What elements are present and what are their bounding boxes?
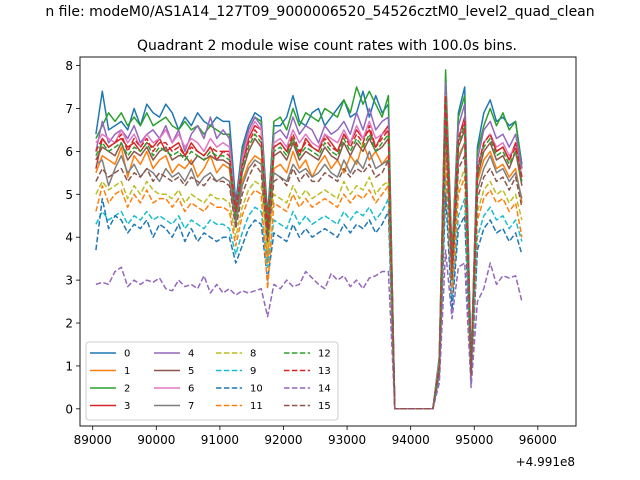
legend-label-11: 11 (250, 401, 263, 412)
x-tick-label: 90000 (137, 433, 175, 447)
series-line-15 (95, 129, 523, 410)
legend-label-3: 3 (124, 401, 130, 412)
series-line-8 (95, 146, 523, 410)
legend-label-2: 2 (124, 384, 130, 395)
x-tick-label: 93000 (328, 433, 366, 447)
legend-label-14: 14 (318, 384, 331, 395)
chart-title: Quadrant 2 module wise count rates with … (137, 38, 517, 54)
legend-label-13: 13 (318, 366, 331, 377)
y-tick-label: 8 (65, 59, 73, 73)
x-tick-label: 91000 (201, 433, 239, 447)
y-tick-label: 3 (65, 274, 73, 288)
legend-label-1: 1 (124, 366, 130, 377)
legend-label-9: 9 (250, 366, 256, 377)
y-tick-label: 7 (65, 102, 73, 116)
legend-label-5: 5 (188, 366, 194, 377)
legend-label-8: 8 (250, 349, 256, 360)
legend-label-10: 10 (250, 384, 263, 395)
legend-label-15: 15 (318, 401, 331, 412)
legend-box (85, 341, 339, 421)
legend-label-12: 12 (318, 349, 331, 360)
x-tick-label: 96000 (519, 433, 557, 447)
series-line-10 (95, 193, 523, 410)
y-tick-label: 5 (65, 188, 73, 202)
series-layer (95, 69, 523, 410)
legend-label-4: 4 (188, 349, 194, 360)
series-line-13 (95, 94, 523, 410)
y-tick-label: 4 (65, 231, 73, 245)
figure-suptitle: n file: modeM0/AS1A14_127T09_9000006520_… (45, 4, 594, 20)
x-tick-label: 94000 (392, 433, 430, 447)
plot-frame (79, 56, 577, 427)
legend-label-0: 0 (124, 349, 130, 360)
y-tick-label: 0 (65, 402, 73, 416)
y-tick-label: 1 (65, 359, 73, 373)
x-tick-label: 89000 (74, 433, 112, 447)
y-tick-label: 2 (65, 317, 73, 331)
x-tick-label: 95000 (455, 433, 493, 447)
axis-ticks: 89000 90000 91000 92000 93000 94000 95000 96000… (65, 59, 557, 447)
y-tick-label: 6 (65, 145, 73, 159)
x-tick-label: 92000 (264, 433, 302, 447)
legend-label-6: 6 (188, 384, 194, 395)
legend-label-7: 7 (188, 401, 194, 412)
x-offset-label: +4.991e8 (516, 455, 575, 469)
series-line-9 (95, 176, 523, 410)
